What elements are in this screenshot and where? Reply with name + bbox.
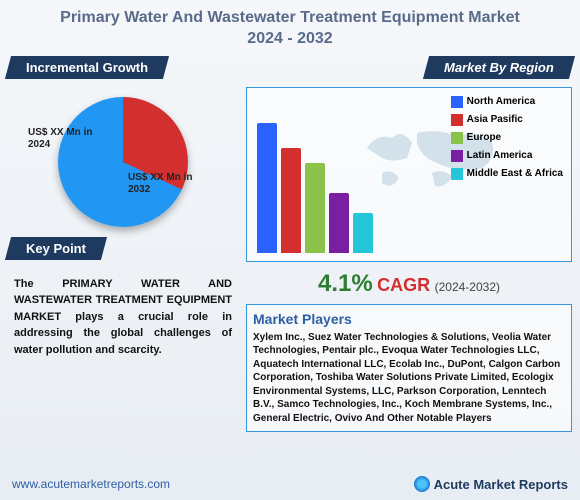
region-chart: North America Asia Pasific Europe Latin … xyxy=(246,87,572,262)
bar-mea xyxy=(353,213,373,253)
footer: www.acutemarketreports.com Acute Market … xyxy=(12,476,568,492)
globe-icon xyxy=(414,476,430,492)
region-legend: North America Asia Pasific Europe Latin … xyxy=(451,96,563,186)
pie-chart: US$ XX Mn in 2024 US$ XX Mn in 2032 xyxy=(33,97,213,227)
bar-europe xyxy=(305,163,325,253)
players-text: Xylem Inc., Suez Water Technologies & So… xyxy=(253,331,565,426)
title-line-1: Primary Water And Wastewater Treatment E… xyxy=(8,8,572,29)
region-tag: Market By Region xyxy=(423,56,575,79)
legend-item: Middle East & Africa xyxy=(451,168,563,180)
players-box: Market Players Xylem Inc., Suez Water Te… xyxy=(246,304,572,433)
players-title: Market Players xyxy=(253,311,565,327)
cagr-label: CAGR xyxy=(377,275,430,295)
bar-asia-pacific xyxy=(281,148,301,253)
pie-body xyxy=(58,97,188,227)
keypoint-tag: Key Point xyxy=(5,237,107,260)
cagr-block: 4.1% CAGR (2024-2032) xyxy=(246,270,572,298)
legend-item: Asia Pasific xyxy=(451,114,563,126)
bar-latin-america xyxy=(329,193,349,253)
legend-item: Europe xyxy=(451,132,563,144)
source-url[interactable]: www.acutemarketreports.com xyxy=(12,477,170,491)
brand-logo: Acute Market Reports xyxy=(414,476,568,492)
legend-item: North America xyxy=(451,96,563,108)
pie-label-2032: US$ XX Mn in 2032 xyxy=(128,172,208,196)
title-line-2: 2024 - 2032 xyxy=(8,29,572,50)
page-title: Primary Water And Wastewater Treatment E… xyxy=(8,8,572,50)
legend-item: Latin America xyxy=(451,150,563,162)
keypoint-text: The PRIMARY WATER AND WASTEWATER TREATME… xyxy=(8,274,238,361)
brand-name: Acute Market Reports xyxy=(434,477,568,492)
cagr-years: (2024-2032) xyxy=(435,280,500,294)
pie-label-2024: US$ XX Mn in 2024 xyxy=(28,127,98,151)
bar-group xyxy=(257,118,373,253)
growth-tag: Incremental Growth xyxy=(5,56,169,79)
cagr-value: 4.1% xyxy=(318,270,373,297)
bar-north-america xyxy=(257,123,277,253)
